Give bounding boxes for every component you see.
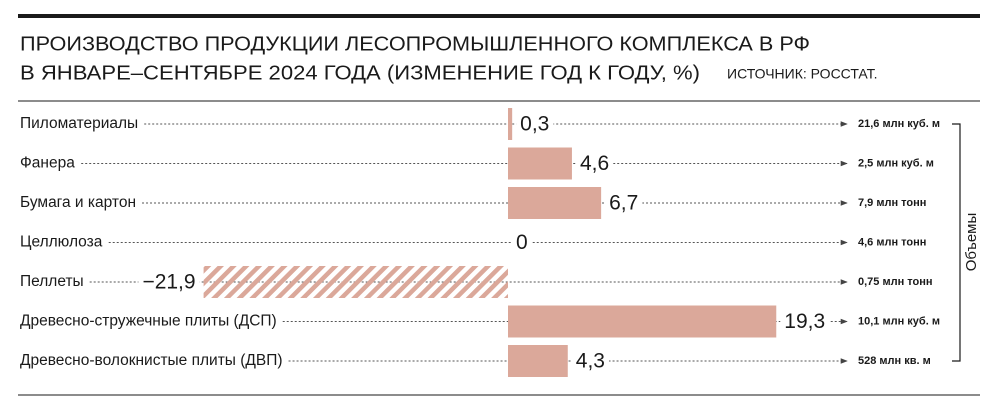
value-label: −21,9 xyxy=(142,271,195,294)
volume: 7,9 млн тонн xyxy=(858,197,926,209)
bar xyxy=(508,305,777,338)
value-label: 4,3 xyxy=(576,350,605,373)
top-rule xyxy=(18,14,980,18)
value-label: 4,6 xyxy=(580,152,609,175)
category-label: Древесно-стружечные плиты (ДСП) xyxy=(20,313,277,330)
label-bg xyxy=(512,238,532,247)
bar xyxy=(508,345,568,377)
source: ИСТОЧНИК: РОССТАТ. xyxy=(727,66,878,82)
value-label: 0 xyxy=(516,231,528,254)
bar xyxy=(508,187,602,219)
label-bg xyxy=(780,317,830,326)
category-label: Целлюлоза xyxy=(20,234,103,251)
category-label: Бумага и картон xyxy=(20,194,136,211)
category-label: Древесно-волокнистые плиты (ДВП) xyxy=(20,352,283,369)
label-bg xyxy=(571,357,609,365)
value-label: 19,3 xyxy=(784,310,825,333)
volume: 21,6 млн куб. м xyxy=(858,118,940,130)
bar xyxy=(508,108,513,140)
label-bg xyxy=(516,120,554,128)
label-bg xyxy=(575,159,614,168)
value-label: 6,7 xyxy=(609,192,638,215)
volume: 528 млн кв. м xyxy=(858,355,931,367)
volumes-label: Объемы xyxy=(963,213,980,272)
category-label: Пеллеты xyxy=(20,273,84,290)
volume: 2,5 млн куб. м xyxy=(858,157,934,169)
category-label: Фанера xyxy=(20,155,75,172)
volume: 0,75 млн тонн xyxy=(858,276,933,288)
category-label: Пиломатериалы xyxy=(20,115,138,132)
value-label: 0,3 xyxy=(520,113,549,136)
volume: 10,1 млн куб. м xyxy=(858,315,940,327)
bracket xyxy=(952,123,961,362)
bar xyxy=(508,147,572,180)
volume: 4,6 млн тонн xyxy=(858,236,926,248)
chart-title: ПРОИЗВОДСТВО ПРОДУКЦИИ ЛЕСОПРОМЫШЛЕННОГО… xyxy=(20,33,810,55)
chart-title: В ЯНВАРЕ–СЕНТЯБРЕ 2024 ГОДА (ИЗМЕНЕНИЕ Г… xyxy=(20,62,700,84)
label-bg xyxy=(605,199,643,207)
bar xyxy=(203,266,508,298)
label-bg xyxy=(138,278,200,286)
